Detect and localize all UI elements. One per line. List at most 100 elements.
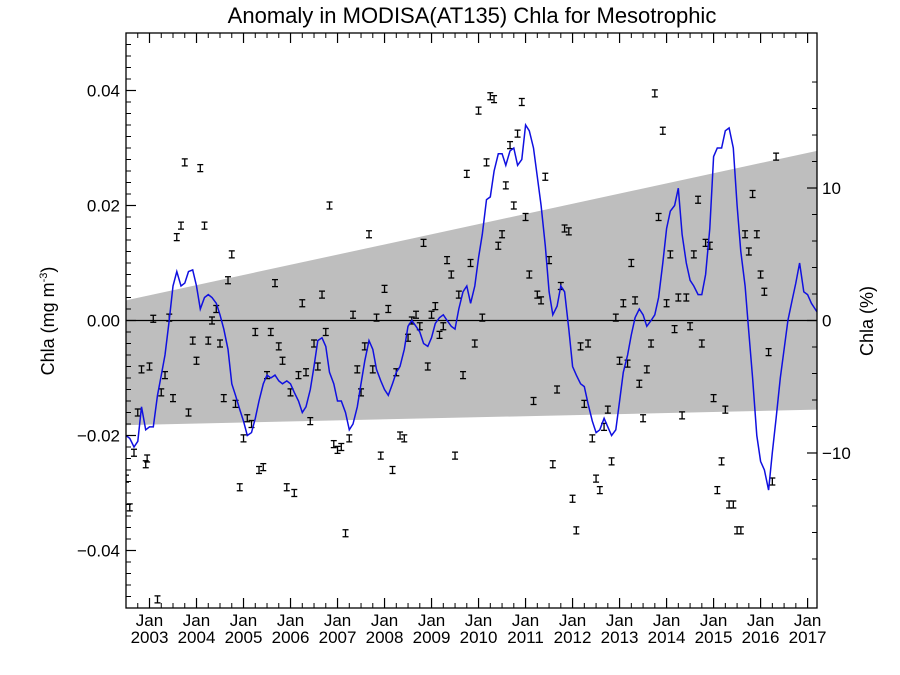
monthly-point <box>373 313 380 322</box>
x-tick-year-label: 2008 <box>366 628 404 647</box>
monthly-point <box>177 221 184 230</box>
smoothed-line <box>126 122 817 491</box>
monthly-point <box>628 258 635 268</box>
monthly-point <box>616 356 623 365</box>
monthly-point <box>134 408 141 417</box>
monthly-point <box>765 347 772 357</box>
x-tick-year-label: 2007 <box>319 628 357 647</box>
monthly-point <box>479 313 486 322</box>
monthly-point <box>737 526 744 535</box>
monthly-point <box>499 230 506 239</box>
monthly-point <box>154 595 161 604</box>
monthly-point <box>604 405 611 414</box>
x-tick-year-label: 2013 <box>601 628 639 647</box>
monthly-point <box>299 299 306 308</box>
monthly-point <box>244 414 251 423</box>
monthly-point <box>389 465 396 475</box>
monthly-point <box>295 370 302 380</box>
y-tick-label: −0.04 <box>77 542 120 561</box>
monthly-point <box>573 526 580 535</box>
monthly-point <box>342 529 349 538</box>
monthly-point <box>679 411 686 420</box>
monthly-point <box>581 399 588 409</box>
x-tick-month-label: Jan <box>512 611 539 630</box>
monthly-point <box>197 163 204 173</box>
monthly-point <box>514 129 521 138</box>
monthly-point <box>428 310 435 319</box>
monthly-point <box>275 342 282 351</box>
y-tick-label: 0.00 <box>87 312 120 331</box>
monthly-point <box>569 494 576 503</box>
monthly-point <box>690 250 697 259</box>
x-tick-year-label: 2010 <box>460 628 498 647</box>
monthly-point <box>311 339 318 348</box>
y-axis-label-right: Chla (%) <box>857 286 877 356</box>
monthly-point <box>510 201 517 210</box>
monthly-point <box>643 365 650 374</box>
x-tick-year-label: 2014 <box>648 628 686 647</box>
monthly-point <box>475 106 482 115</box>
monthly-point <box>173 232 180 242</box>
x-tick-month-label: Jan <box>371 611 398 630</box>
monthly-point <box>632 296 639 305</box>
x-tick-month-label: Jan <box>136 611 163 630</box>
monthly-point <box>314 362 321 371</box>
monthly-point <box>185 408 192 417</box>
monthly-point <box>209 316 216 325</box>
monthly-point <box>162 370 169 380</box>
monthly-point <box>530 396 537 406</box>
monthly-point <box>502 181 509 190</box>
monthly-point <box>722 405 729 414</box>
monthly-point <box>620 299 627 308</box>
right-tick-label: 0 <box>822 312 831 331</box>
right-tick-label: −10 <box>822 444 851 463</box>
monthly-point <box>507 140 514 150</box>
monthly-point <box>256 465 263 475</box>
monthly-point <box>730 500 737 509</box>
monthly-point <box>220 393 227 403</box>
y-axis-label-left: Chla (mg m-3) <box>38 267 58 376</box>
monthly-point <box>217 339 224 348</box>
monthly-point <box>577 342 584 351</box>
monthly-point <box>695 195 702 204</box>
monthly-point <box>491 94 498 104</box>
x-tick-year-label: 2012 <box>554 628 592 647</box>
x-tick-month-label: Jan <box>465 611 492 630</box>
monthly-point <box>745 247 752 256</box>
monthly-point <box>518 97 525 107</box>
monthly-point <box>534 290 541 299</box>
monthly-point <box>181 158 188 167</box>
monthly-point <box>526 270 533 279</box>
x-tick-month-label: Jan <box>230 611 257 630</box>
monthly-point <box>126 474 129 483</box>
y-tick-label: 0.02 <box>87 197 120 216</box>
monthly-point <box>432 301 439 311</box>
monthly-point <box>381 284 388 294</box>
monthly-point <box>252 327 259 337</box>
monthly-point <box>228 250 235 259</box>
x-tick-month-label: Jan <box>324 611 351 630</box>
x-tick-month-label: Jan <box>653 611 680 630</box>
monthly-point <box>589 434 596 443</box>
monthly-point <box>683 293 690 302</box>
monthly-point <box>487 92 494 101</box>
monthly-point <box>636 379 643 388</box>
monthly-point <box>561 224 568 233</box>
monthly-point <box>272 278 279 288</box>
monthly-point <box>675 293 682 302</box>
monthly-point <box>554 385 561 394</box>
x-tick-year-label: 2016 <box>742 628 780 647</box>
right-tick-label: 10 <box>822 179 841 198</box>
trend-band <box>126 150 817 426</box>
monthly-point <box>495 241 502 250</box>
monthly-point <box>354 365 361 374</box>
x-tick-month-label: Jan <box>418 611 445 630</box>
x-tick-month-label: Jan <box>183 611 210 630</box>
monthly-point <box>413 310 420 319</box>
monthly-point <box>240 434 247 443</box>
monthly-point <box>742 230 749 239</box>
monthly-point <box>170 393 177 403</box>
monthly-point <box>440 322 447 331</box>
monthly-point <box>201 221 208 230</box>
plot-area <box>126 89 817 604</box>
